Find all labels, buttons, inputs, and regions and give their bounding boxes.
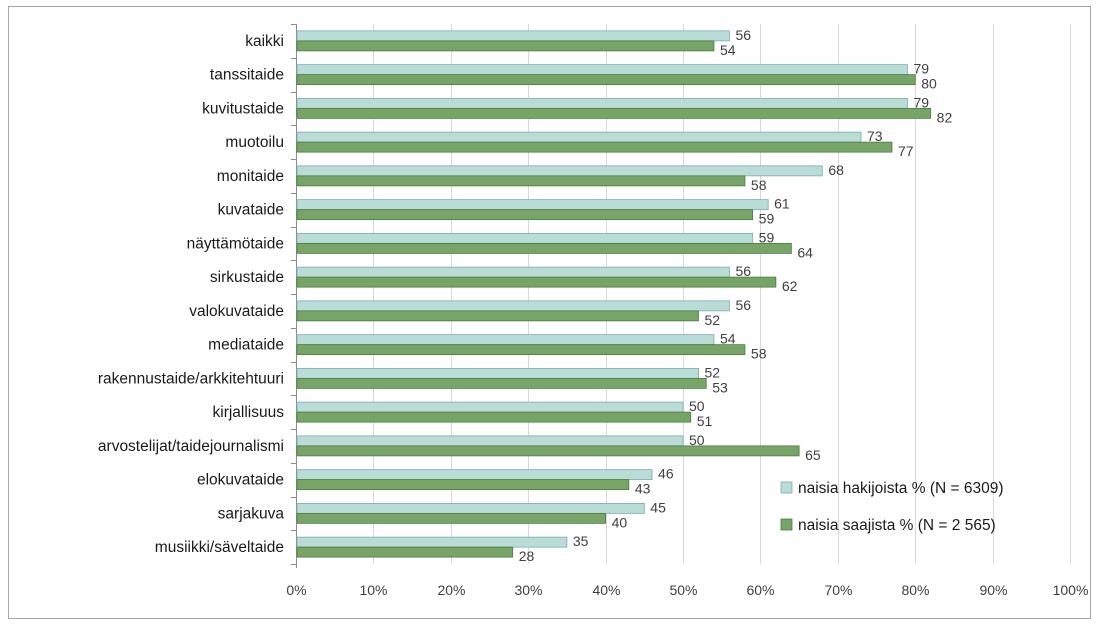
category-label: valokuvataide <box>189 303 284 320</box>
bar-recipients <box>296 107 932 119</box>
bar-applicants <box>296 401 684 413</box>
data-label-applicants: 56 <box>735 27 751 43</box>
legend-swatch-applicants <box>780 481 793 494</box>
category-label: sirkustaide <box>210 269 284 286</box>
data-label-recipients: 43 <box>635 481 651 497</box>
category-label: elokuvataide <box>197 472 284 489</box>
bar-applicants <box>296 97 908 109</box>
category-label: arvostelijat/taidejournalismi <box>98 438 284 455</box>
data-label-recipients: 52 <box>704 312 720 328</box>
category-label: kirjallisuus <box>213 404 285 421</box>
data-label-applicants: 50 <box>689 432 705 448</box>
category-label: mediataide <box>208 337 284 354</box>
category-label: rakennustaide/arkkitehtuuri <box>98 370 284 387</box>
x-tick-label: 50% <box>669 582 697 598</box>
data-label-recipients: 64 <box>797 244 813 260</box>
bar-recipients <box>296 209 754 221</box>
data-label-recipients: 62 <box>782 278 798 294</box>
data-label-applicants: 46 <box>658 466 674 482</box>
bar-applicants <box>296 131 862 143</box>
data-label-recipients: 54 <box>720 42 736 58</box>
data-label-applicants: 79 <box>913 61 929 77</box>
bar-recipients <box>296 512 607 524</box>
data-label-recipients: 82 <box>937 109 953 125</box>
x-tick-label: 90% <box>979 582 1007 598</box>
bar-applicants <box>296 469 653 481</box>
x-tick-label: 70% <box>824 582 852 598</box>
x-tick-label: 60% <box>746 582 774 598</box>
bar-applicants <box>296 536 568 548</box>
category-label: sarjakuva <box>218 505 285 522</box>
data-label-recipients: 58 <box>751 177 767 193</box>
bar-recipients <box>296 411 692 423</box>
data-label-applicants: 61 <box>774 196 790 212</box>
bar-applicants <box>296 334 715 346</box>
x-tick-label: 20% <box>437 582 465 598</box>
bar-applicants <box>296 367 699 379</box>
data-label-recipients: 80 <box>921 76 937 92</box>
bar-applicants <box>296 232 754 244</box>
data-label-recipients: 40 <box>612 514 628 530</box>
category-label: kuvitustaide <box>202 100 284 117</box>
legend-swatch-recipients <box>780 518 793 531</box>
category-label: näyttämötaide <box>187 235 284 252</box>
data-label-applicants: 79 <box>913 94 929 110</box>
x-tick-label: 100% <box>1053 582 1089 598</box>
data-label-recipients: 65 <box>805 447 821 463</box>
category-label: kaikki <box>245 33 284 50</box>
data-label-recipients: 28 <box>519 548 535 564</box>
bar-recipients <box>296 377 707 389</box>
data-label-applicants: 56 <box>735 297 751 313</box>
bar-recipients <box>296 445 800 457</box>
bar-recipients <box>296 344 746 356</box>
data-label-recipients: 58 <box>751 346 767 362</box>
data-label-applicants: 59 <box>759 229 775 245</box>
category-label: monitaide <box>217 168 284 185</box>
legend-label-applicants: naisia hakijoista % (N = 6309) <box>798 480 1003 497</box>
bar-recipients <box>296 74 916 86</box>
bar-applicants <box>296 64 908 76</box>
data-label-applicants: 54 <box>720 331 736 347</box>
data-label-applicants: 73 <box>867 128 883 144</box>
x-tick-label: 40% <box>592 582 620 598</box>
data-label-applicants: 56 <box>735 263 751 279</box>
bar-applicants <box>296 266 730 278</box>
bar-recipients <box>296 546 514 558</box>
category-label: kuvataide <box>218 202 284 219</box>
data-label-recipients: 51 <box>697 413 713 429</box>
bar-applicants <box>296 502 645 514</box>
data-label-applicants: 52 <box>704 364 720 380</box>
category-label: musiikki/säveltaide <box>155 539 284 556</box>
data-label-recipients: 59 <box>759 211 775 227</box>
bar-applicants <box>296 199 769 211</box>
bar-applicants <box>296 300 730 312</box>
bar-recipients <box>296 175 746 187</box>
bar-recipients <box>296 242 792 254</box>
x-tick-label: 30% <box>514 582 542 598</box>
bar-recipients <box>296 479 630 491</box>
bar-recipients <box>296 141 893 153</box>
category-label: tanssitaide <box>210 67 284 84</box>
data-label-applicants: 50 <box>689 398 705 414</box>
bar-applicants <box>296 165 823 177</box>
bar-applicants <box>296 435 684 447</box>
bar-recipients <box>296 310 699 322</box>
bar-applicants <box>296 30 730 42</box>
x-tick-label: 10% <box>359 582 387 598</box>
bar-recipients <box>296 276 777 288</box>
data-label-applicants: 45 <box>650 499 666 515</box>
bar-recipients <box>296 40 715 52</box>
data-label-recipients: 53 <box>712 379 728 395</box>
data-label-applicants: 35 <box>573 533 589 549</box>
data-label-applicants: 68 <box>828 162 844 178</box>
legend-label-recipients: naisia saajista % (N = 2 565) <box>798 517 996 534</box>
category-label: muotoilu <box>225 134 284 151</box>
data-label-recipients: 77 <box>898 143 914 159</box>
x-tick-label: 80% <box>901 582 929 598</box>
x-tick-label: 0% <box>286 582 306 598</box>
